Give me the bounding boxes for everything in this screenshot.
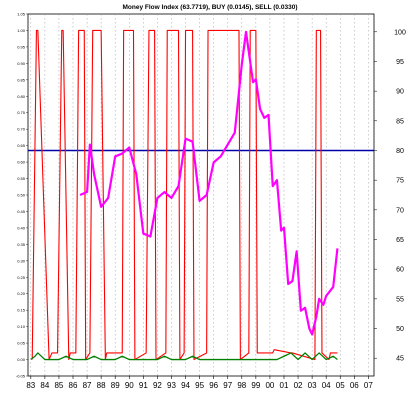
- right-tick-label: 75: [396, 178, 404, 185]
- x-tick-label: 92: [153, 381, 162, 390]
- x-tick-label: 00: [265, 381, 274, 390]
- x-tick-label: 04: [322, 381, 331, 390]
- left-tick-label: 0.85: [17, 77, 26, 82]
- right-axis-ticks: 100 95 90 85 80 75 70 65 60 55 50 45: [374, 29, 406, 363]
- right-tick-label: 100: [394, 29, 406, 36]
- x-tick-label: 05: [336, 381, 345, 390]
- x-tick-label: 89: [111, 381, 120, 390]
- right-tick-label: 90: [396, 89, 404, 96]
- series-line-magenta: [79, 30, 339, 336]
- left-tick-label: 0.80: [17, 94, 26, 99]
- right-tick-label: 50: [396, 326, 404, 333]
- series-layer: [30, 29, 339, 361]
- left-tick-label: 1.00: [17, 28, 26, 33]
- series-line-green: [30, 352, 338, 361]
- left-axis-ticks: 1.05 1.00 0.95 0.90 0.85 0.80 0.75 0.70 0.65 0.60…: [16, 12, 28, 379]
- left-tick-label: 0.70: [17, 127, 26, 132]
- x-tick-label: 98: [237, 381, 246, 390]
- left-tick-label: 0.75: [17, 110, 26, 115]
- x-tick-label: 84: [40, 381, 49, 390]
- x-tick-label: 06: [350, 381, 359, 390]
- series-line-red: [31, 29, 338, 361]
- x-tick-label: 93: [167, 381, 176, 390]
- x-axis-ticks: 83 84 85 86 87 88 89 90 91 92 93 94 95 96 97 98 99 00 01 02…: [26, 376, 373, 390]
- left-tick-label: 0.90: [17, 61, 26, 66]
- left-tick-label: 0.05: [17, 341, 26, 346]
- x-tick-label: 91: [139, 381, 148, 390]
- left-tick-label: 0.25: [17, 275, 26, 280]
- left-tick-label: 0.45: [17, 209, 26, 214]
- left-tick-label: 0.95: [17, 44, 26, 49]
- x-tick-label: 94: [181, 381, 190, 390]
- x-tick-label: 07: [364, 381, 373, 390]
- x-tick-label: 87: [83, 381, 92, 390]
- left-tick-label: 0.15: [17, 308, 26, 313]
- x-tick-label: 86: [69, 381, 78, 390]
- x-tick-label: 83: [26, 381, 35, 390]
- left-tick-label: 0.20: [17, 291, 26, 296]
- x-tick-label: 01: [280, 381, 289, 390]
- left-tick-label: 0.60: [17, 160, 26, 165]
- x-tick-label: 03: [308, 381, 317, 390]
- left-tick-label: 0.35: [17, 242, 26, 247]
- x-tick-label: 85: [54, 381, 63, 390]
- left-tick-label: 0.40: [17, 225, 26, 230]
- x-tick-label: 02: [294, 381, 303, 390]
- left-tick-label: 0.55: [17, 176, 26, 181]
- x-tick-label: 97: [223, 381, 232, 390]
- x-tick-label: 96: [209, 381, 218, 390]
- left-tick-label: 1.05: [17, 12, 26, 17]
- left-tick-label: 0.00: [17, 357, 26, 362]
- right-tick-label: 55: [396, 296, 404, 303]
- x-tick-label: 88: [97, 381, 106, 390]
- left-tick-label: 0.30: [17, 258, 26, 263]
- right-tick-label: 65: [396, 237, 404, 244]
- left-tick-label: -0.05: [16, 374, 26, 379]
- left-tick-label: 0.10: [17, 324, 26, 329]
- left-tick-label: 0.65: [17, 143, 26, 148]
- right-tick-label: 45: [396, 356, 404, 363]
- x-tick-label: 95: [195, 381, 204, 390]
- right-tick-label: 60: [396, 267, 404, 274]
- right-tick-label: 95: [396, 59, 404, 66]
- right-tick-label: 85: [396, 118, 404, 125]
- x-tick-label: 90: [125, 381, 134, 390]
- right-tick-label: 80: [396, 148, 404, 155]
- right-tick-label: 70: [396, 207, 404, 214]
- chart-title: Money Flow Index (63.7719), BUY (0.0145)…: [123, 4, 298, 11]
- x-tick-label: 99: [251, 381, 260, 390]
- left-tick-label: 0.50: [17, 193, 26, 198]
